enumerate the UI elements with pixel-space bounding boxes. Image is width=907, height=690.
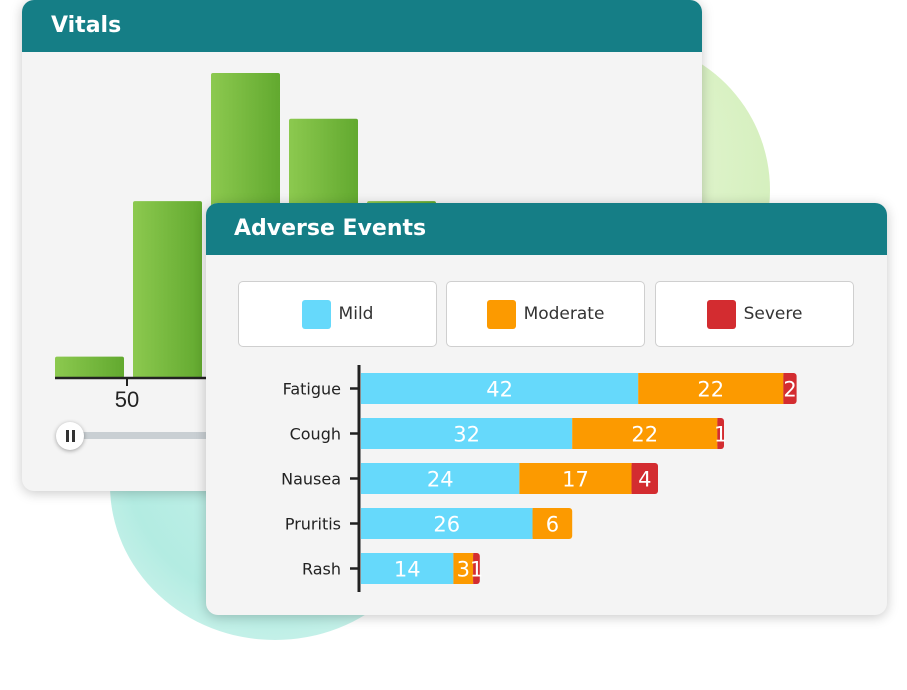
legend-mild-button[interactable]: Mild: [238, 281, 437, 347]
severe-swatch-icon: [706, 299, 736, 329]
bar-segment-mild: [361, 508, 533, 539]
legend-moderate-label: Moderate: [523, 304, 605, 324]
legend-mild-label: Mild: [338, 304, 374, 324]
category-label: Cough: [290, 425, 341, 444]
adverse-events-card: Adverse Events Mild Moderate Severe Fati…: [206, 203, 887, 615]
vitals-tick-label: 50: [114, 387, 140, 412]
histogram-bar: [133, 201, 202, 378]
adverse-events-title: Adverse Events: [206, 203, 887, 255]
vitals-slider-track[interactable]: [70, 432, 270, 439]
legend-moderate-button[interactable]: Moderate: [446, 281, 645, 347]
vitals-slider-thumb[interactable]: [56, 422, 84, 450]
bar-segment-moderate: [638, 373, 784, 404]
category-label: Rash: [302, 560, 341, 579]
bar-value-label: 17: [562, 468, 589, 492]
bar-value-label: 2: [783, 378, 796, 402]
category-label: Nausea: [281, 470, 341, 489]
bar-value-label: 42: [486, 378, 513, 402]
bar-segment-moderate: [572, 418, 718, 449]
legend-severe-button[interactable]: Severe: [655, 281, 854, 347]
bar-segment-moderate: [453, 553, 474, 584]
bar-segment-mild: [361, 418, 573, 449]
bar-segment-edge: [532, 508, 537, 539]
bar-segment-mild: [361, 553, 454, 584]
bar-segment-moderate: [532, 508, 573, 539]
bar-segment-edge: [783, 373, 788, 404]
moderate-swatch-icon: [486, 299, 516, 329]
bar-value-label: 32: [453, 423, 480, 447]
bar-value-label: 3: [457, 558, 470, 582]
category-label: Fatigue: [283, 380, 341, 399]
histogram-bar: [55, 356, 124, 378]
pause-icon: [64, 430, 76, 442]
vitals-title: Vitals: [22, 0, 702, 52]
bar-segment-edge: [717, 418, 722, 449]
bar-value-label: 4: [638, 468, 651, 492]
bar-segment-severe: [631, 463, 658, 494]
bar-value-label: 26: [433, 513, 460, 537]
bar-segment-moderate: [519, 463, 632, 494]
category-label: Pruritis: [285, 515, 341, 534]
bar-value-label: 6: [546, 513, 559, 537]
bar-value-label: 1: [714, 423, 727, 447]
bar-segment-edge: [631, 463, 636, 494]
bar-value-label: 24: [427, 468, 454, 492]
bar-value-label: 22: [631, 423, 658, 447]
bar-value-label: 1: [470, 558, 483, 582]
mild-swatch-icon: [301, 299, 331, 329]
bar-value-label: 14: [394, 558, 421, 582]
bar-value-label: 22: [697, 378, 724, 402]
bar-segment-edge: [473, 553, 478, 584]
legend-severe-label: Severe: [743, 304, 803, 324]
bar-segment-mild: [361, 463, 520, 494]
bar-segment-mild: [361, 373, 639, 404]
